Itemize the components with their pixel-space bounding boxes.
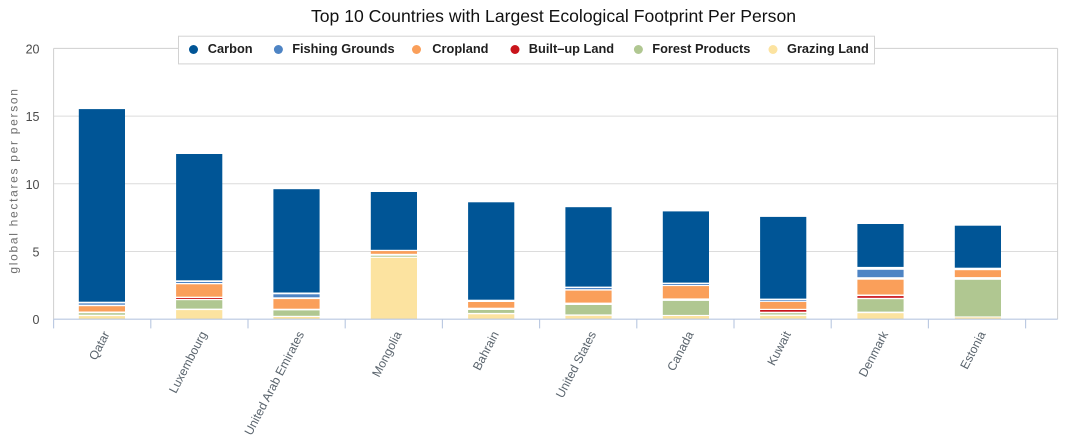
svg-text:Grazing Land: Grazing Land [787,41,869,56]
svg-text:Forest Products: Forest Products [652,41,750,56]
svg-text:Cropland: Cropland [432,41,488,56]
svg-text:10: 10 [26,178,40,192]
svg-text:Fishing Grounds: Fishing Grounds [292,41,394,56]
svg-text:Carbon: Carbon [208,41,253,56]
svg-text:0: 0 [33,313,40,327]
svg-text:Built–up Land: Built–up Land [529,41,614,56]
svg-text:5: 5 [33,246,40,260]
svg-text:global hectares per person: global hectares per person [7,87,21,273]
svg-text:15: 15 [26,110,40,124]
svg-text:Top 10 Countries with Largest: Top 10 Countries with Largest Ecological… [311,6,796,26]
svg-text:20: 20 [26,42,40,56]
